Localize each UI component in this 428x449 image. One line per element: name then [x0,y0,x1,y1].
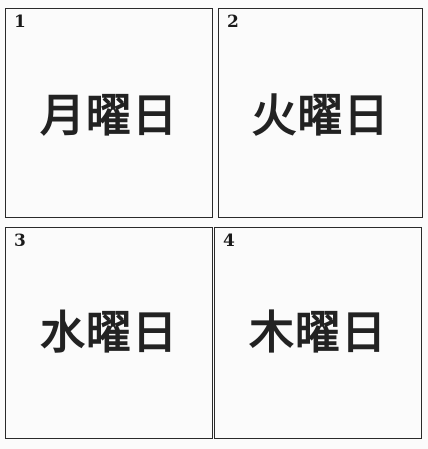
day-card-4: 4 木曜日 [214,227,422,439]
day-label-monday: 月曜日 [39,89,178,142]
day-card-3: 3 水曜日 [5,227,213,439]
day-label-tuesday: 火曜日 [251,89,390,142]
day-label-wednesday: 水曜日 [39,306,178,359]
card-number: 4 [223,231,235,251]
day-label-thursday: 木曜日 [248,306,387,359]
card-number: 1 [14,12,26,32]
card-number: 3 [14,231,26,251]
day-card-1: 1 月曜日 [5,8,213,218]
card-number: 2 [227,12,239,32]
day-card-2: 2 火曜日 [218,8,423,218]
